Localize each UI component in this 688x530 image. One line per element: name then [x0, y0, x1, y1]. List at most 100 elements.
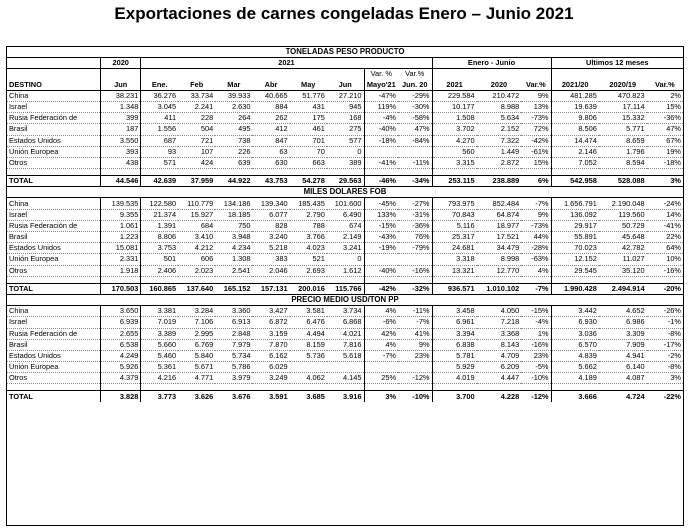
value-cell: 122.580 — [140, 197, 179, 210]
value-cell: 6.209 — [476, 361, 522, 374]
value-cell: 15.081 — [100, 242, 142, 255]
value-cell: 40.665 — [252, 90, 290, 102]
total-value-cell: 44.922 — [215, 175, 253, 187]
table-row: Estados Unidos 3.550 687 721 738 847 701 577 -18… — [7, 135, 683, 147]
value-cell: 4.062 — [289, 372, 327, 385]
value-cell: 1.348 — [100, 101, 142, 114]
destino-cell: China — [7, 90, 102, 102]
value-cell: 8.506 — [551, 123, 599, 136]
value-cell: 5.634 — [476, 112, 522, 125]
value-cell: 45.648 — [598, 231, 647, 244]
section-title-usd: MILES DOLARES FOB — [7, 186, 683, 199]
value-cell: 3.159 — [252, 328, 290, 340]
value-cell: 0 — [326, 146, 365, 158]
value-cell: 3% — [646, 372, 683, 385]
column-header-row: DESTINO Jun Ene. Feb Mar Abr May Jun May… — [7, 79, 683, 91]
value-cell: 50.729 — [598, 220, 647, 233]
value-cell: 639 — [215, 157, 253, 170]
value-cell: 571 — [140, 157, 179, 170]
value-cell: 481.285 — [551, 90, 599, 102]
value-cell: -17% — [646, 339, 683, 351]
total-value-cell: 6% — [521, 175, 552, 187]
value-cell: 17.114 — [598, 101, 647, 114]
total-value-cell: 3.676 — [215, 390, 253, 402]
total-value-cell: -12% — [521, 390, 552, 402]
value-cell: 3.650 — [100, 305, 142, 318]
value-cell: 1.508 — [432, 112, 477, 125]
value-cell: -7% — [398, 316, 433, 329]
value-cell: 4.839 — [551, 350, 599, 363]
value-cell: 21.374 — [140, 209, 179, 221]
destino-cell: Unión Europea — [7, 146, 102, 158]
value-cell: 187 — [100, 123, 142, 136]
value-cell: 3.045 — [140, 101, 179, 114]
value-cell: 119% — [364, 101, 399, 114]
value-cell: 5.116 — [432, 220, 477, 233]
value-cell: 4.771 — [178, 372, 216, 385]
value-cell: 119.560 — [598, 209, 647, 221]
total-label: TOTAL — [7, 175, 102, 187]
value-cell: -4% — [521, 316, 552, 329]
value-cell: -5% — [521, 361, 552, 374]
total-value-cell: 3.916 — [326, 390, 365, 402]
value-cell: 7.870 — [252, 339, 290, 351]
value-cell: 6.769 — [178, 339, 216, 351]
total-value-cell: 3.700 — [432, 390, 477, 402]
value-cell: 5.840 — [178, 350, 216, 363]
value-cell: 5.660 — [140, 339, 179, 351]
value-cell: 5.929 — [432, 361, 477, 374]
value-cell: 701 — [289, 135, 327, 147]
header-2021: 2021 — [140, 57, 433, 70]
value-cell: 42.782 — [598, 242, 647, 255]
value-cell: -19% — [364, 242, 399, 255]
value-cell: 15.927 — [178, 209, 216, 221]
total-value-cell: 170.503 — [100, 282, 142, 295]
value-cell: 8.594 — [598, 157, 647, 170]
value-cell: -27% — [398, 197, 433, 210]
total-value-cell: 3.828 — [100, 390, 142, 402]
total-row: TOTAL 44.546 42.639 37.959 44.922 43.753 54.27… — [7, 175, 683, 187]
value-cell: 3.241 — [326, 242, 365, 255]
value-cell: -4% — [364, 112, 399, 125]
value-cell: 7.218 — [476, 316, 522, 329]
destino-cell: Israel — [7, 316, 102, 329]
total-value-cell: 3.626 — [178, 390, 216, 402]
value-cell: 431 — [289, 101, 327, 114]
value-cell: 424 — [178, 157, 216, 170]
value-cell: 2.149 — [326, 231, 365, 244]
value-cell: 828 — [252, 220, 290, 233]
total-value-cell: 42.639 — [140, 175, 179, 187]
destino-cell: Otros — [7, 265, 102, 277]
total-value-cell: 160.865 — [140, 282, 179, 295]
value-cell: 47% — [646, 123, 683, 136]
total-value-cell: 4.228 — [476, 390, 522, 402]
value-cell: 4% — [521, 265, 552, 277]
value-cell: 70 — [289, 146, 327, 158]
destino-cell: Otros — [7, 157, 102, 170]
value-cell: 2.046 — [252, 265, 290, 277]
value-cell: 1.449 — [476, 146, 522, 158]
value-cell: 3.766 — [289, 231, 327, 244]
value-cell: 6.476 — [289, 316, 327, 329]
value-cell: 101.600 — [326, 197, 365, 210]
value-cell: 139.535 — [100, 197, 142, 210]
value-cell: -8% — [646, 361, 683, 374]
value-cell: 1.061 — [100, 220, 142, 233]
table-row: Israel 1.348 3.045 2.241 2.630 884 431 945 119% -… — [7, 101, 683, 114]
destino-cell: Rusia Federación de — [7, 220, 102, 233]
value-cell: 9% — [521, 90, 552, 102]
total-value-cell: 200.016 — [289, 282, 327, 295]
value-cell: 6.162 — [252, 350, 290, 363]
value-cell: 55.891 — [551, 231, 599, 244]
value-cell: 22% — [646, 231, 683, 244]
value-cell: 3.036 — [551, 328, 599, 340]
value-cell: -2% — [646, 350, 683, 363]
value-cell: 560 — [432, 146, 477, 158]
data-table-frame: TONELADAS PESO PRODUCTO 2020 2021 Enero … — [6, 46, 684, 526]
value-cell: 185.435 — [289, 197, 327, 210]
table-row: Estados Unidos 4.249 5.460 5.840 5.734 6.162 5… — [7, 350, 683, 363]
total-value-cell: 29.563 — [326, 175, 365, 187]
destino-cell: Otros — [7, 372, 102, 385]
value-cell: 34.479 — [476, 242, 522, 255]
total-value-cell: -7% — [521, 282, 552, 295]
